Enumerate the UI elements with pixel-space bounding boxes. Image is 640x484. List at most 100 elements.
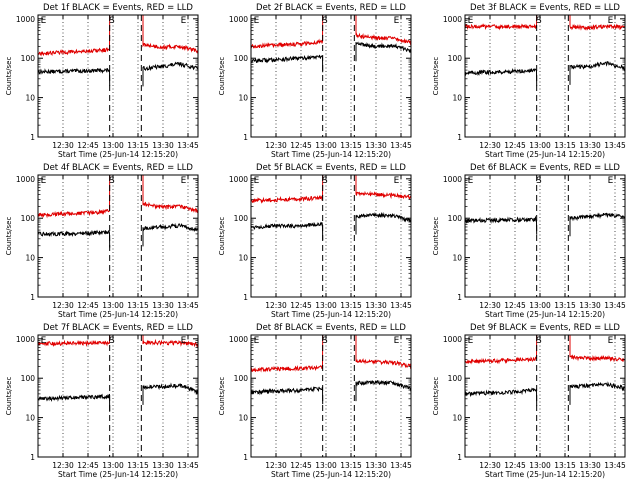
x-tick-label: 13:30 [579, 301, 601, 310]
x-tick-label: 13:15 [554, 301, 576, 310]
series-events-line [142, 222, 199, 247]
y-tick-label: 1 [30, 453, 35, 462]
marker-label-s: S [322, 336, 328, 346]
plot-frame [464, 14, 626, 138]
y-tick-label: 1000 [16, 175, 35, 184]
marker-label-e: E [608, 336, 614, 346]
series-lld-line [355, 173, 412, 201]
x-tick-label: 13:15 [340, 461, 362, 470]
series-lld-line [37, 173, 111, 219]
y-axis-label: Counts/sec [5, 57, 13, 96]
x-tick-label: 13:15 [554, 141, 576, 150]
series-events-line [37, 393, 111, 412]
marker-label-s: S [109, 176, 115, 186]
x-tick-label: 12:45 [290, 141, 312, 150]
x-tick-label: 13:15 [127, 301, 149, 310]
top-mask [250, 161, 412, 175]
series-events-line [355, 41, 412, 62]
y-tick-label: 1 [457, 293, 462, 302]
x-tick-label: 13:30 [365, 141, 387, 150]
y-tick-label: 100 [234, 214, 249, 223]
marker-label-e: E [394, 16, 400, 26]
marker-label-s: S [536, 16, 542, 26]
y-axis-label: Counts/sec [218, 377, 226, 416]
marker-label-e: E [254, 176, 260, 186]
y-tick-label: 100 [21, 214, 36, 223]
x-tick-label: 12:45 [77, 461, 99, 470]
y-tick-label: 1 [30, 133, 35, 142]
y-tick-label: 1000 [229, 175, 248, 184]
plot-frame [250, 334, 412, 458]
y-tick-label: 10 [452, 254, 462, 263]
series-events-line [464, 215, 538, 235]
x-tick-label: 13:45 [390, 461, 412, 470]
y-tick-label: 10 [452, 94, 462, 103]
top-mask [250, 321, 412, 335]
series-lld-line [142, 333, 199, 349]
y-axis-label: Counts/sec [432, 217, 440, 256]
marker-label-e: E [254, 16, 260, 26]
x-tick-label: 13:00 [102, 141, 124, 150]
y-tick-label: 100 [448, 214, 463, 223]
panel-title: Det 9f BLACK = Events, RED = LLD [470, 323, 620, 333]
panel-5: Det 5f BLACK = Events, RED = LLDDet 5f B… [218, 161, 412, 319]
y-tick-label: 100 [448, 54, 463, 63]
plot-frame [37, 334, 199, 458]
series-lld-line [355, 13, 412, 46]
panel-title: Det 1f BLACK = Events, RED = LLD [43, 3, 193, 13]
series-events-line [569, 381, 626, 405]
series-lld-line [464, 13, 538, 31]
panel-title: Det 8f BLACK = Events, RED = LLD [256, 323, 406, 333]
x-tick-label: 13:00 [529, 301, 551, 310]
y-axis-label: Counts/sec [218, 57, 226, 96]
series-events-line [37, 67, 111, 86]
series-events-line [250, 386, 324, 405]
x-tick-label: 13:30 [152, 141, 174, 150]
y-axis-label: Counts/sec [5, 377, 13, 416]
marker-label-e: E [608, 16, 614, 26]
x-tick-label: 12:45 [504, 301, 526, 310]
x-tick-label: 12:30 [479, 141, 501, 150]
x-axis-label: Start Time (25-Jun-14 12:15:20) [58, 150, 178, 159]
y-tick-label: 1 [457, 133, 462, 142]
plot-frame [250, 174, 412, 298]
panel-6: Det 6f BLACK = Events, RED = LLDDet 6f B… [432, 161, 626, 319]
top-mask [250, 1, 412, 15]
y-tick-label: 1 [30, 293, 35, 302]
x-tick-label: 13:30 [152, 461, 174, 470]
series-lld-line [142, 173, 199, 214]
marker-label-s: S [536, 176, 542, 186]
y-tick-label: 10 [25, 414, 35, 423]
panel-4: Det 4f BLACK = Events, RED = LLDDet 4f B… [5, 161, 199, 319]
x-tick-label: 13:00 [529, 141, 551, 150]
y-tick-label: 1000 [443, 15, 462, 24]
x-axis-label: Start Time (25-Jun-14 12:15:20) [271, 310, 391, 319]
marker-label-s: S [322, 16, 328, 26]
marker-label-e: E [468, 16, 474, 26]
x-tick-label: 12:30 [52, 301, 74, 310]
plot-frame [464, 334, 626, 458]
series-events-line [250, 221, 324, 241]
marker-label-s: S [536, 336, 542, 346]
x-tick-label: 13:00 [102, 461, 124, 470]
y-tick-label: 100 [21, 374, 36, 383]
series-events-line [142, 61, 199, 87]
series-lld-line [569, 333, 626, 363]
x-tick-label: 13:00 [529, 461, 551, 470]
x-axis-label: Start Time (25-Jun-14 12:15:20) [485, 310, 605, 319]
series-lld-line [355, 333, 412, 370]
x-tick-label: 13:00 [315, 301, 337, 310]
panel-2: Det 2f BLACK = Events, RED = LLDDet 2f B… [218, 1, 412, 159]
y-tick-label: 1 [243, 293, 248, 302]
top-mask [37, 1, 199, 15]
x-tick-label: 13:45 [604, 141, 626, 150]
y-tick-label: 10 [238, 94, 248, 103]
panel-title: Det 5f BLACK = Events, RED = LLD [256, 163, 406, 173]
series-lld-line [569, 13, 626, 31]
x-tick-label: 12:30 [265, 461, 287, 470]
x-tick-label: 12:30 [479, 461, 501, 470]
y-tick-label: 10 [238, 414, 248, 423]
x-axis-label: Start Time (25-Jun-14 12:15:20) [58, 470, 178, 479]
x-tick-label: 12:30 [479, 301, 501, 310]
